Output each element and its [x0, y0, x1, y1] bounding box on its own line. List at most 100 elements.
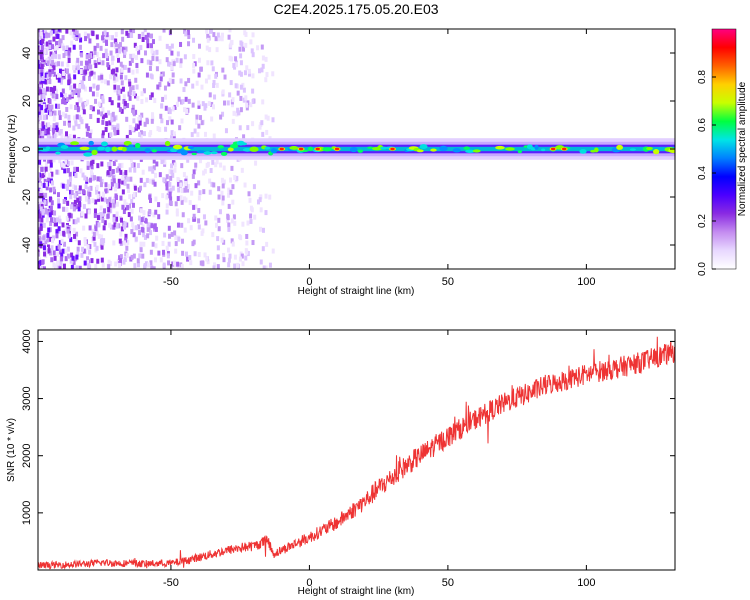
spectrogram-noise-cell: [58, 40, 62, 46]
spectrogram-noise-cell: [149, 230, 153, 236]
spectrogram-noise-cell: [48, 172, 52, 178]
spectrogram-noise-cell: [38, 106, 41, 112]
spectrogram-noise-cell: [171, 185, 175, 191]
spectrogram-y-tick-label: 0: [21, 146, 33, 152]
spectrogram-noise-cell: [39, 31, 43, 37]
spectrogram-noise-cell: [52, 113, 56, 119]
spectrogram-noise-cell: [101, 60, 105, 66]
spectrogram-noise-cell: [242, 97, 246, 103]
spectrogram-band-cell: [495, 145, 505, 150]
spectrogram-noise-cell: [72, 134, 76, 140]
spectrogram-noise-cell: [38, 257, 41, 263]
spectrogram-noise-cell: [183, 107, 187, 113]
spectrogram-noise-cell: [132, 162, 136, 168]
spectrogram-noise-cell: [135, 46, 139, 52]
spectrogram-noise-cell: [38, 46, 41, 52]
spectrogram-noise-cell: [261, 63, 265, 69]
spectrogram-noise-cell: [153, 257, 157, 263]
spectrogram-noise-cell: [96, 109, 100, 115]
spectrogram-noise-cell: [181, 250, 185, 256]
spectrogram-noise-cell: [101, 98, 105, 104]
spectrogram-noise-cell: [145, 119, 149, 125]
spectrogram-noise-cell: [101, 262, 105, 268]
spectrogram-noise-cell: [106, 203, 110, 209]
spectrogram-noise-cell: [41, 121, 45, 127]
spectrogram-noise-cell: [88, 58, 92, 64]
spectrogram-noise-cell: [142, 232, 146, 238]
spectrogram-noise-cell: [101, 35, 105, 41]
spectrogram-noise-cell: [212, 79, 216, 85]
spectrogram-noise-cell: [112, 160, 116, 166]
spectrogram-noise-cell: [57, 244, 61, 250]
spectrogram-noise-cell: [134, 236, 138, 242]
spectrogram-noise-cell: [236, 90, 240, 96]
spectrogram-noise-cell: [238, 234, 242, 240]
spectrogram-noise-cell: [97, 222, 101, 228]
spectrogram-noise-cell: [210, 60, 214, 66]
spectrogram-noise-cell: [121, 86, 125, 92]
spectrogram-noise-cell: [42, 78, 46, 84]
spectrogram-noise-cell: [230, 102, 234, 108]
spectrogram-noise-cell: [227, 226, 231, 232]
spectrogram-noise-cell: [139, 134, 143, 140]
spectrogram-noise-cell: [145, 97, 149, 103]
spectrogram-noise-cell: [104, 188, 108, 194]
spectrogram-noise-cell: [259, 226, 263, 232]
spectrogram-noise-cell: [245, 240, 249, 246]
spectrogram-noise-cell: [112, 75, 116, 81]
spectrogram-noise-cell: [180, 222, 184, 228]
spectrogram-noise-cell: [187, 77, 191, 83]
spectrogram-noise-cell: [241, 221, 245, 227]
spectrogram-noise-cell: [100, 78, 104, 84]
spectrogram-noise-cell: [131, 225, 135, 231]
spectrogram-noise-cell: [38, 175, 42, 181]
spectrogram-noise-cell: [65, 29, 69, 34]
spectrogram-noise-cell: [85, 99, 89, 105]
spectrogram-noise-cell: [41, 75, 45, 81]
snr-y-axis-label: SNR (10 * v/v): [6, 418, 17, 482]
spectrogram-noise-cell: [66, 228, 70, 234]
spectrogram-noise-cell: [230, 238, 234, 244]
spectrogram-noise-cell: [95, 189, 99, 195]
spectrogram-noise-cell: [165, 209, 169, 215]
spectrogram-noise-cell: [152, 212, 156, 218]
spectrogram-noise-cell: [54, 263, 58, 269]
spectrogram-noise-cell: [149, 60, 153, 66]
spectrogram-noise-cell: [126, 239, 130, 245]
spectrogram-noise-cell: [101, 217, 105, 223]
spectrogram-noise-cell: [70, 91, 74, 97]
spectrogram-noise-cell: [75, 231, 79, 237]
spectrogram-noise-cell: [149, 260, 153, 266]
spectrogram-noise-cell: [228, 253, 232, 259]
spectrogram-noise-cell: [153, 224, 157, 230]
spectrogram-band-cell: [517, 150, 523, 154]
spectrogram-noise-cell: [39, 29, 43, 33]
spectrogram-noise-cell: [115, 201, 119, 207]
spectrogram-noise-cell: [245, 65, 249, 71]
spectrogram-noise-cell: [192, 169, 196, 175]
spectrogram-noise-cell: [111, 169, 115, 175]
spectrogram-noise-cell: [210, 116, 214, 122]
spectrogram-noise-cell: [51, 238, 55, 244]
spectrogram-noise-cell: [150, 223, 154, 229]
spectrogram-noise-cell: [208, 189, 212, 195]
spectrogram-noise-cell: [41, 259, 45, 265]
spectrogram-noise-cell: [49, 205, 53, 211]
spectrogram-noise-cell: [61, 111, 65, 117]
spectrogram-noise-cell: [96, 163, 100, 169]
spectrogram-noise-cell: [200, 84, 204, 90]
spectrogram-noise-cell: [186, 29, 190, 35]
spectrogram-noise-cell: [171, 72, 175, 78]
spectrogram-noise-cell: [38, 117, 40, 123]
spectrogram-noise-cell: [48, 227, 52, 233]
spectrogram-noise-cell: [108, 197, 112, 203]
spectrogram-y-ticks: -40 -20 0 20 40: [21, 47, 675, 253]
spectrogram-noise-cell: [153, 181, 157, 187]
spectrogram-noise-cell: [128, 81, 132, 87]
spectrogram-noise-cell: [82, 204, 86, 210]
spectrogram-noise-cell: [84, 184, 88, 190]
spectrogram-noise-cell: [211, 66, 215, 72]
spectrogram-noise-cell: [131, 69, 135, 75]
spectrogram-noise-cell: [222, 179, 226, 185]
spectrogram-noise-cell: [52, 157, 56, 163]
